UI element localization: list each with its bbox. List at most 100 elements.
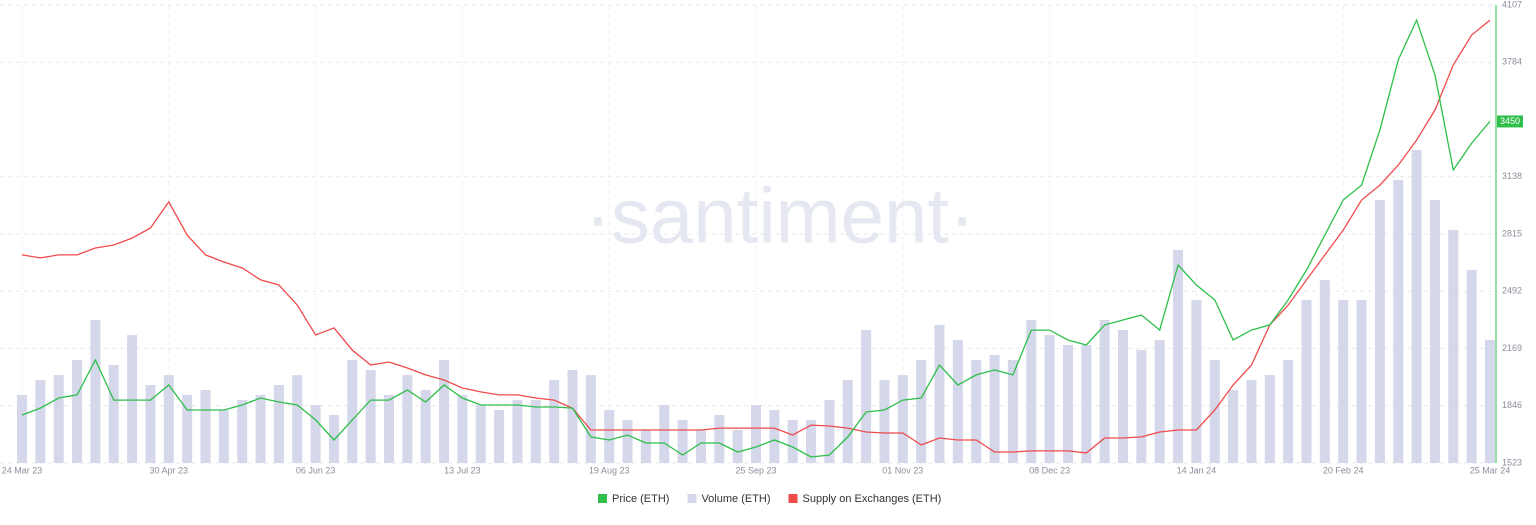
volume-bar xyxy=(751,405,761,463)
volume-bar xyxy=(108,364,119,463)
volume-bar xyxy=(567,369,578,463)
volume-bar xyxy=(1301,299,1312,463)
volume-bar xyxy=(237,400,248,463)
volume-bar xyxy=(255,394,266,463)
x-tick-label: 20 Feb 24 xyxy=(1323,465,1364,475)
volume-bar xyxy=(677,419,688,463)
volume-bar xyxy=(1338,299,1349,463)
x-tick-label: 30 Apr 23 xyxy=(150,465,189,475)
volume-bar xyxy=(402,375,413,463)
x-tick-label: 06 Jun 23 xyxy=(296,465,336,475)
volume-bar xyxy=(1319,280,1330,463)
volume-bar xyxy=(695,430,706,463)
volume-bar xyxy=(769,410,780,463)
volume-bar xyxy=(897,375,908,463)
volume-bar xyxy=(1191,299,1202,463)
volume-bar xyxy=(494,410,505,463)
legend-label: Volume (ETH) xyxy=(701,493,770,505)
volume-bar xyxy=(640,430,651,463)
volume-bar xyxy=(163,375,174,463)
volume-bar xyxy=(787,419,798,463)
volume-bar xyxy=(934,324,945,463)
x-tick-label: 08 Dec 23 xyxy=(1029,465,1070,475)
volume-bar xyxy=(1485,339,1495,463)
volume-bar xyxy=(200,389,211,463)
volume-bar xyxy=(622,419,633,463)
volume-bar xyxy=(1118,330,1128,463)
volume-bar xyxy=(1448,229,1459,463)
volume-bar xyxy=(1374,199,1385,463)
volume-bar xyxy=(1062,344,1073,463)
volume-bar xyxy=(1099,319,1110,463)
volume-bar xyxy=(384,394,394,463)
volume-bar xyxy=(310,405,321,463)
volume-bar xyxy=(1466,269,1477,463)
volume-bar xyxy=(1044,335,1055,463)
volume-bar xyxy=(1007,360,1018,463)
volume-bar xyxy=(842,380,853,463)
volume-bar xyxy=(549,380,560,463)
volume-bar xyxy=(585,375,596,463)
volume-bar xyxy=(824,400,835,463)
volume-bar xyxy=(420,389,431,463)
volume-bar xyxy=(1081,344,1092,463)
volume-bar xyxy=(365,369,376,463)
volume-bar xyxy=(90,319,101,463)
volume-bar xyxy=(475,405,486,463)
price-label: 3450 xyxy=(1500,116,1520,126)
legend-swatch xyxy=(687,494,697,503)
volume-bar xyxy=(916,360,927,463)
y-tick-label: 3138 xyxy=(1502,171,1522,181)
volume-bar xyxy=(218,410,229,463)
volume-bar xyxy=(971,360,982,463)
volume-bar xyxy=(1246,380,1257,463)
volume-bar xyxy=(659,405,670,463)
volume-bar xyxy=(1429,199,1440,463)
volume-bar xyxy=(879,380,890,463)
x-tick-label: 01 Nov 23 xyxy=(882,465,923,475)
volume-bar xyxy=(145,385,156,463)
y-tick-label: 2492 xyxy=(1502,286,1522,296)
y-tick-label: 1846 xyxy=(1502,400,1522,410)
volume-bar xyxy=(1209,360,1220,463)
y-tick-label: 3784 xyxy=(1502,57,1522,67)
volume-bar xyxy=(1228,389,1239,463)
volume-bar xyxy=(1026,319,1037,463)
legend-swatch xyxy=(788,494,798,503)
volume-bar xyxy=(35,380,46,463)
series-line xyxy=(21,19,1491,454)
legend-label: Supply on Exchanges (ETH) xyxy=(803,493,942,505)
volume-bar xyxy=(806,419,817,463)
volume-bar xyxy=(732,430,743,463)
volume-bar xyxy=(182,394,193,463)
x-tick-label: 24 Mar 23 xyxy=(2,465,43,475)
volume-bar xyxy=(1393,179,1404,463)
x-tick-label: 19 Aug 23 xyxy=(589,465,630,475)
volume-bar xyxy=(53,375,64,463)
legend-swatch xyxy=(598,494,607,503)
volume-bar xyxy=(861,330,872,463)
volume-bar xyxy=(72,360,83,463)
volume-bar xyxy=(347,360,358,463)
volume-bar xyxy=(17,394,27,463)
volume-bar xyxy=(530,400,541,463)
volume-bar xyxy=(439,360,450,463)
volume-bar xyxy=(1411,149,1422,463)
y-tick-label: 1523 xyxy=(1502,457,1522,467)
volume-bar xyxy=(1173,249,1184,463)
volume-bar xyxy=(273,385,284,463)
series-line xyxy=(21,18,1491,458)
volume-bar xyxy=(1136,349,1147,463)
watermark: ·santiment· xyxy=(585,172,975,260)
y-tick-label: 4107 xyxy=(1502,0,1522,9)
volume-bar xyxy=(1154,339,1165,463)
volume-bar xyxy=(127,335,138,463)
volume-bar xyxy=(1283,360,1294,463)
x-tick-label: 14 Jan 24 xyxy=(1177,465,1217,475)
volume-bar xyxy=(1264,375,1275,463)
volume-bar xyxy=(1356,299,1367,463)
y-tick-label: 2169 xyxy=(1502,343,1522,353)
x-tick-label: 25 Sep 23 xyxy=(735,465,776,475)
volume-bar xyxy=(714,414,725,463)
volume-bar xyxy=(292,375,303,463)
